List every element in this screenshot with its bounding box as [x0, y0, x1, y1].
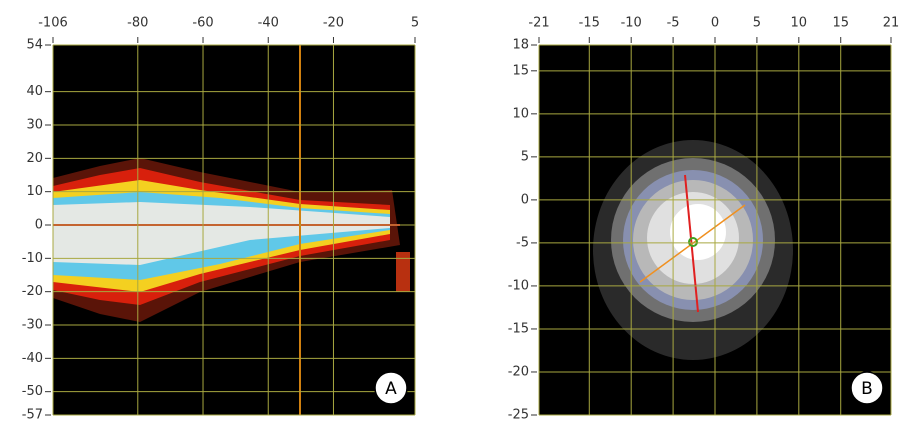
y-tick-label: -20: [508, 364, 529, 379]
y-tick-label: 0: [35, 218, 43, 233]
y-tick-label: 10: [26, 184, 43, 199]
panel-badge: B: [851, 372, 883, 404]
y-tick-label: 30: [26, 118, 43, 133]
y-tick-label: -57: [22, 408, 43, 421]
y-tick-label: 10: [512, 106, 529, 121]
y-tick-label: 20: [26, 151, 43, 166]
x-tick-label: -10: [621, 16, 642, 31]
glow: [670, 204, 726, 260]
y-tick-label: 54: [26, 38, 43, 53]
y-tick-label: -20: [22, 284, 43, 299]
y-tick-label: -25: [508, 408, 529, 421]
y-tick-label: 0: [521, 192, 529, 207]
y-tick-label: -10: [508, 278, 529, 293]
badge-label: B: [861, 379, 873, 399]
y-tick-label: -40: [22, 351, 43, 366]
x-tick-label: 10: [791, 16, 808, 31]
y-tick-label: -30: [22, 318, 43, 333]
badge-label: A: [385, 379, 397, 399]
x-tick-label: 5: [753, 16, 761, 31]
x-tick-label: 15: [832, 16, 849, 31]
x-tick-label: 0: [711, 16, 719, 31]
panel-a-image: [53, 45, 415, 415]
x-tick-label: -5: [667, 16, 680, 31]
x-tick-label: 5: [411, 16, 419, 31]
panel-badge: A: [375, 372, 407, 404]
y-tick-label: 5: [521, 149, 529, 164]
x-tick-label: -15: [579, 16, 600, 31]
y-tick-label: -50: [22, 384, 43, 399]
x-tick-label: 21: [883, 16, 900, 31]
x-tick-label: -60: [192, 16, 213, 31]
x-tick-label: -21: [528, 16, 549, 31]
y-tick-label: 18: [512, 38, 529, 53]
y-tick-label: -10: [22, 251, 43, 266]
figure: -106 -80 -60 -40 -20 5 54 40 30 20 10 0 -10 -20 -30 -40…: [0, 0, 910, 421]
y-tick-label: -5: [516, 235, 529, 250]
x-tick-label: -40: [258, 16, 279, 31]
y-tick-label: 15: [512, 63, 529, 78]
y-tick-label: 40: [26, 84, 43, 99]
x-tick-label: -20: [323, 16, 344, 31]
x-tick-label: -80: [127, 16, 148, 31]
x-tick-label: -106: [38, 16, 68, 31]
y-tick-label: -15: [508, 321, 529, 336]
